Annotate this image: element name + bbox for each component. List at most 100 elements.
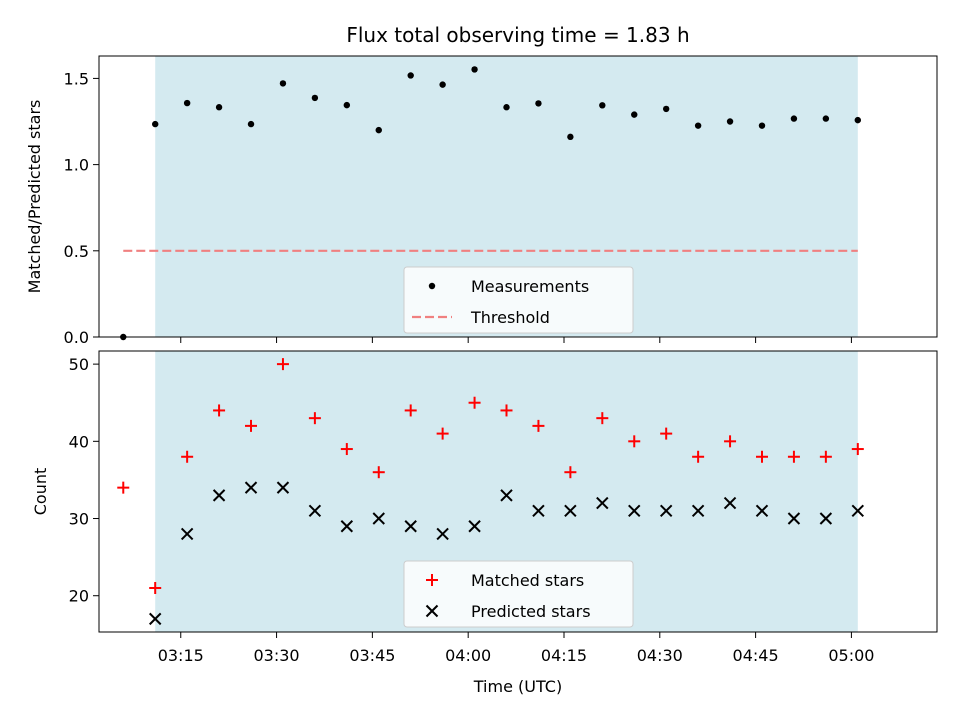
matched-stars-point [692, 450, 705, 463]
predicted-stars-point [564, 504, 577, 518]
legend-marker-x [425, 604, 439, 618]
matched-stars-point [564, 466, 577, 479]
predicted-stars-point [532, 504, 545, 518]
matched-stars-point [117, 481, 130, 494]
predicted-stars-point [308, 504, 322, 518]
matched-stars-point [308, 412, 321, 425]
matched-stars-point [404, 404, 417, 417]
measurement-point [694, 122, 702, 129]
predicted-stars-point [819, 512, 833, 525]
measurement-point [343, 101, 351, 109]
predicted-stars-point [787, 512, 801, 525]
x-axis-label: Time (UTC) [473, 677, 562, 696]
predicted-stars-point [180, 527, 194, 541]
matched-stars-point [468, 396, 481, 409]
measurement-point [631, 111, 638, 118]
measurement-point [790, 115, 798, 122]
x-tick-label: 04:00 [445, 646, 491, 665]
legend-box [403, 266, 634, 334]
predicted-stars-point [596, 496, 609, 510]
y-tick-label: 0.5 [64, 242, 89, 261]
x-tick-label: 04:15 [541, 646, 587, 665]
matched-stars-point [755, 450, 768, 463]
top-panel-ratio: 0.0 0.5 1.0 1.5 Matched/Predicted stars Measu… [25, 55, 938, 347]
predicted-stars-point [436, 527, 449, 541]
measurement-point [311, 94, 319, 102]
y-tick-label: 30 [69, 510, 89, 529]
predicted-stars-point [372, 512, 385, 525]
x-tick-label: 03:15 [158, 646, 204, 665]
predicted-stars-point [149, 612, 162, 626]
measurement-point [407, 72, 414, 79]
legend-label: Matched stars [471, 571, 584, 590]
predicted-stars-point [851, 504, 865, 518]
predicted-stars-point [468, 520, 481, 533]
matched-stars-point [724, 435, 737, 448]
y-axis-label: Count [31, 468, 50, 516]
x-tick-label: 03:45 [349, 646, 395, 665]
matched-stars-point [181, 450, 194, 463]
matched-stars-point [596, 412, 609, 425]
measurement-point [854, 116, 861, 124]
x-tick-label: 03:30 [254, 646, 300, 665]
matched-stars-point [149, 581, 162, 594]
y-tick-label: 20 [69, 587, 89, 606]
predicted-stars-point [340, 520, 354, 533]
y-tick-label: 50 [69, 355, 89, 374]
legend-label: Threshold [470, 308, 550, 327]
measurement-point [279, 80, 287, 87]
matched-stars-point [787, 450, 800, 463]
measurement-point [215, 104, 223, 111]
measurement-point [567, 133, 574, 141]
y-tick-label: 0.0 [64, 328, 89, 347]
predicted-stars-point [723, 496, 737, 510]
measurement-point [726, 118, 734, 125]
measurement-point [152, 120, 159, 128]
measurement-point [503, 104, 510, 111]
y-tick-label: 1.0 [64, 156, 89, 175]
legend-label: Measurements [471, 277, 589, 296]
matched-stars-point [819, 450, 832, 463]
measurement-point [183, 99, 191, 107]
matched-stars-point [340, 443, 353, 456]
matched-stars-point [436, 427, 449, 440]
matched-stars-point [276, 358, 289, 371]
predicted-stars-point [628, 504, 641, 518]
predicted-stars-point [276, 481, 290, 494]
legend: Matched stars Predicted stars [403, 560, 634, 628]
matched-stars-point [628, 435, 641, 448]
x-tick-label: 04:30 [637, 646, 683, 665]
measurement-point [471, 66, 478, 73]
matched-stars-point [500, 404, 513, 417]
y-tick-label: 40 [69, 432, 89, 451]
measurement-point [599, 102, 606, 109]
predicted-stars-point [244, 481, 258, 494]
predicted-stars-point [659, 504, 673, 518]
matched-stars-point [851, 443, 864, 456]
measurement-point [247, 120, 255, 128]
legend: Measurements Threshold [403, 266, 634, 334]
measurement-point [822, 115, 830, 122]
x-tick-label: 04:45 [733, 646, 779, 665]
predicted-stars-point [500, 489, 513, 502]
measurement-point [662, 105, 670, 113]
measurement-point [758, 122, 766, 129]
matched-stars-point [245, 419, 258, 432]
measurement-point [535, 100, 542, 107]
legend-marker-plus [426, 574, 438, 586]
x-tick-label: 05:00 [828, 646, 874, 665]
matched-stars-point [372, 466, 385, 479]
plot-frame [98, 350, 938, 633]
matched-stars-point [660, 427, 673, 440]
bottom-panel-counts: 20 30 40 50 03:15 03:30 03:45 04:00 04:15 04:30 04… [31, 350, 938, 665]
matched-stars-point [213, 404, 226, 417]
predicted-stars-point [404, 520, 417, 533]
predicted-stars-point [212, 489, 226, 502]
legend-label: Predicted stars [471, 602, 591, 621]
legend-box [403, 560, 634, 628]
predicted-stars-point [691, 504, 705, 518]
matched-stars-point [532, 419, 545, 432]
y-axis-label: Matched/Predicted stars [25, 100, 44, 294]
legend-marker-dot [428, 282, 436, 290]
